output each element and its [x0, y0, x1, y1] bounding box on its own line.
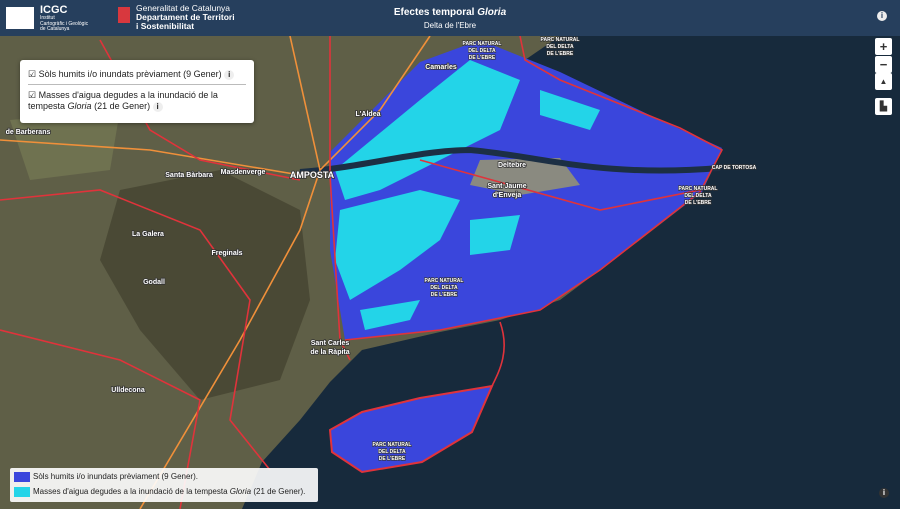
- layer-item[interactable]: ☑ Masses d'aigua degudes a la inundació …: [28, 90, 218, 112]
- place-label: Santa Bàrbara: [165, 172, 213, 179]
- title: Efectes temporal Gloria: [393, 7, 507, 18]
- place-label: AMPOSTA: [290, 170, 335, 180]
- water-masses: [335, 60, 600, 330]
- place-label: Deltebre: [498, 162, 526, 169]
- place-label: Masdenverge: [221, 169, 266, 176]
- reset-north[interactable]: ▲: [875, 73, 892, 90]
- park-label: DEL DELTA: [378, 449, 406, 455]
- park-label: DEL DELTA: [684, 193, 712, 199]
- place-label: L'Aldea: [355, 111, 380, 118]
- legend-item: Sòls humits i/o inundats prèviament (9 G…: [14, 472, 198, 482]
- zoom-in[interactable]: +: [875, 38, 892, 55]
- park-label: DEL DELTA: [546, 44, 574, 50]
- south-spit: [328, 384, 494, 474]
- legend: Sòls humits i/o inundats prèviament (9 G…: [10, 468, 318, 502]
- place-label: d'Enveja: [493, 192, 522, 199]
- gov-text: Generalitat de Catalunya Departament de T…: [136, 3, 235, 31]
- park-label: DE L'EBRE: [685, 200, 712, 206]
- info-button[interactable]: i: [879, 488, 889, 498]
- place-label: Sant Jaume: [487, 183, 526, 190]
- boundaries: [0, 35, 724, 509]
- place-label: La Galera: [132, 231, 164, 238]
- gov-icon: [118, 7, 130, 23]
- layers-button[interactable]: ▙: [875, 98, 892, 115]
- place-label: Ulldecona: [111, 387, 145, 394]
- place-label: de Barberans: [6, 129, 51, 136]
- header: ICGC Institut Cartogràfic i Geològic de Ca…: [0, 0, 900, 36]
- park-label: PARC NATURAL: [373, 442, 412, 448]
- zoom-out[interactable]: −: [875, 56, 892, 73]
- legend-item: Masses d'aigua degudes a la inundació de…: [14, 487, 305, 497]
- park-label: DEL DELTA: [468, 48, 496, 54]
- park-label: DE L'EBRE: [469, 55, 496, 61]
- layer-item[interactable]: ☑ Sòls humits i/o inundats prèviament (9…: [28, 69, 235, 80]
- place-label: Freginals: [211, 250, 242, 257]
- park-label: PARC NATURAL: [463, 41, 502, 47]
- park-label: DE L'EBRE: [547, 51, 574, 57]
- park-label: PARC NATURAL: [679, 186, 718, 192]
- place-label: Godall: [143, 279, 165, 286]
- roads: [0, 35, 431, 509]
- town: [470, 158, 580, 195]
- park-label: PARC NATURAL: [541, 37, 580, 43]
- place-label: Sant Carles: [311, 340, 350, 347]
- layer-panel: ☑ Sòls humits i/o inundats prèviament (9…: [20, 60, 254, 123]
- info-button[interactable]: i: [877, 11, 887, 21]
- logo-sub: Institut Cartogràfic i Geològic de Catalun…: [40, 15, 89, 32]
- park-label: DEL DELTA: [430, 285, 458, 291]
- park-label: DE L'EBRE: [431, 292, 458, 298]
- river: [299, 146, 721, 175]
- subtitle: Delta de l'Ebre: [423, 21, 477, 30]
- place-label: CAP DE TORTOSA: [712, 165, 757, 171]
- place-label: de la Ràpita: [310, 349, 349, 356]
- place-label: Camarles: [425, 64, 457, 71]
- mountains: [100, 170, 310, 400]
- logo-icon: [6, 7, 34, 29]
- logo-text: ICGC: [40, 4, 68, 16]
- park-label: DE L'EBRE: [379, 456, 406, 462]
- park-label: PARC NATURAL: [425, 278, 464, 284]
